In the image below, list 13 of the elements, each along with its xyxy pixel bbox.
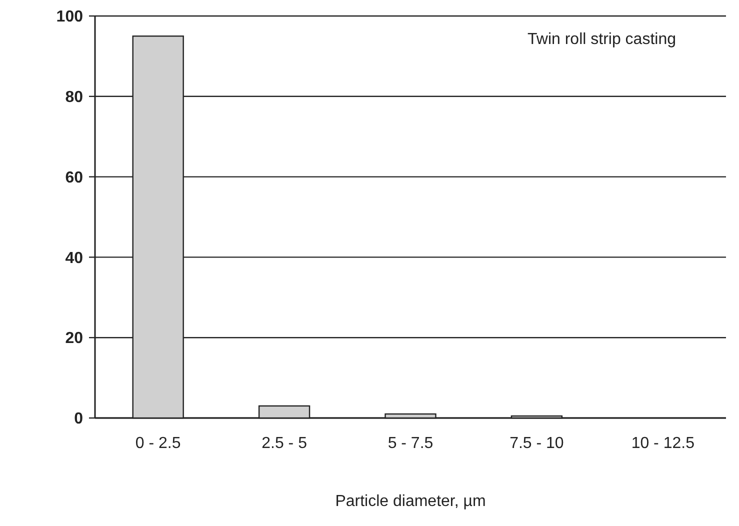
annotation: Twin roll strip casting xyxy=(528,31,676,48)
y-tick-label: 0 xyxy=(74,410,84,428)
x-tick-label: 10 - 12.5 xyxy=(631,435,695,452)
y-tick-label: 80 xyxy=(65,89,84,106)
y-tick-label: 60 xyxy=(65,169,84,186)
y-tick-label: 20 xyxy=(65,330,84,348)
x-tick-label: 2.5 - 5 xyxy=(262,435,308,452)
x-tick-label: 5 - 7.5 xyxy=(388,435,434,452)
y-tick-label: 40 xyxy=(65,250,84,267)
y-tick-label: 100 xyxy=(56,8,84,26)
x-axis-title: Particle diameter, µm xyxy=(335,493,486,510)
x-tick-label: 0 - 2.5 xyxy=(135,435,181,452)
x-tick-label: 7.5 - 10 xyxy=(510,435,564,452)
